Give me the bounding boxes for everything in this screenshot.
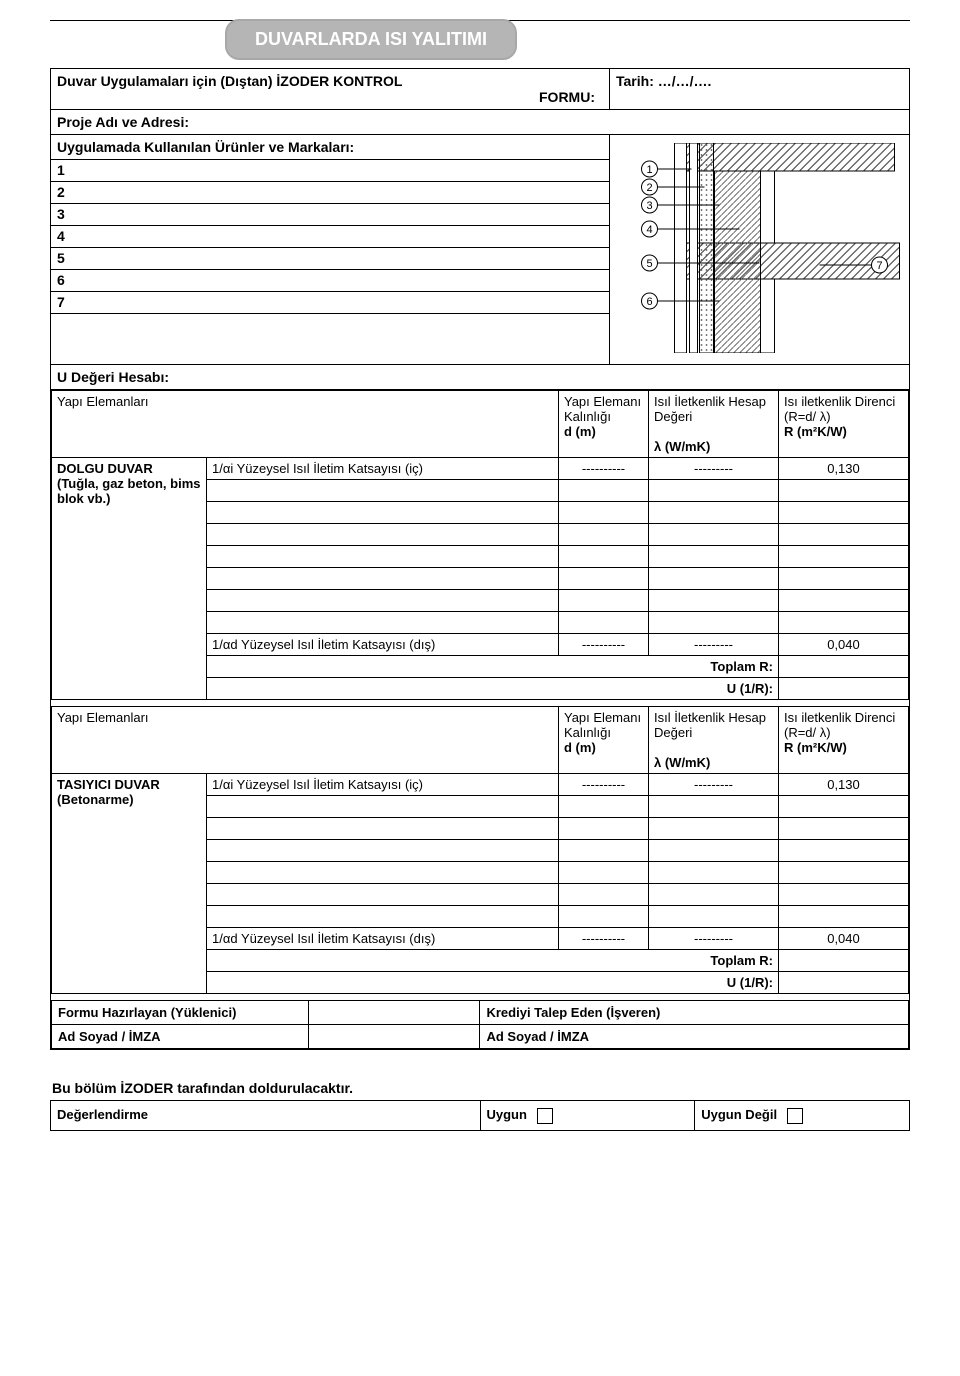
yuklenici-space[interactable] (309, 1001, 480, 1025)
col-isil-sub: λ (W/mK) (654, 755, 710, 770)
col-elemanlari: Yapı Elemanları (52, 391, 559, 458)
col-isil-label: Isıl İletkenlik Hesap Değeri (654, 710, 766, 740)
toplam-r-value[interactable] (779, 950, 909, 972)
product-item[interactable]: 6 (51, 270, 609, 292)
svg-text:5: 5 (646, 258, 652, 270)
cell-r: 0,130 (779, 458, 909, 480)
table-block2: Yapı Elemanları Yapı Elemanı Kalınlığı d… (51, 706, 909, 994)
cell-d: ---------- (559, 774, 649, 796)
cell-l: --------- (649, 774, 779, 796)
svg-text:1: 1 (646, 164, 652, 176)
svg-text:3: 3 (646, 200, 652, 212)
col-yapi-label: Yapı Elemanı Kalınlığı (564, 394, 641, 424)
col-isi-sub: R (m²K/W) (784, 740, 847, 755)
wall-diagram: 1 2 3 4 (609, 135, 909, 364)
cell-d: ---------- (559, 928, 649, 950)
block1-label-l1: DOLGU DUVAR (57, 461, 153, 476)
cell-r: 0,130 (779, 774, 909, 796)
col-isi: Isı iletkenlik Direnci (R=d/ λ) R (m²K/W… (779, 391, 909, 458)
cell-desc: 1/αi Yüzeysel Isıl İletim Katsayısı (iç) (207, 458, 559, 480)
evaluation-table: Değerlendirme Uygun Uygun Değil (50, 1100, 910, 1131)
checkbox-uygun[interactable] (537, 1108, 553, 1124)
toplam-r-value[interactable] (779, 656, 909, 678)
col-yapi: Yapı Elemanı Kalınlığı d (m) (559, 707, 649, 774)
cell-desc: 1/αd Yüzeysel Isıl İletim Katsayısı (dış… (207, 634, 559, 656)
table-row: TASIYICI DUVAR (Betonarme) 1/αi Yüzeysel… (52, 774, 909, 796)
block2-label: TASIYICI DUVAR (Betonarme) (52, 774, 207, 994)
table-block1: Yapı Elemanları Yapı Elemanı Kalınlığı d… (51, 390, 909, 700)
block2-label-l2: (Betonarme) (57, 792, 134, 807)
col-elemanlari: Yapı Elemanları (52, 707, 559, 774)
col-yapi: Yapı Elemanı Kalınlığı d (m) (559, 391, 649, 458)
cell-r: 0,040 (779, 634, 909, 656)
block1-label-l2: (Tuğla, gaz beton, bims blok vb.) (57, 476, 200, 506)
imza-space-left[interactable] (309, 1025, 480, 1049)
cell-desc: 1/αi Yüzeysel Isıl İletim Katsayısı (iç) (207, 774, 559, 796)
product-item[interactable]: 3 (51, 204, 609, 226)
toplam-r-label: Toplam R: (710, 659, 773, 674)
uygun-degil-cell[interactable]: Uygun Değil (695, 1101, 910, 1131)
cell-d: ---------- (559, 458, 649, 480)
block2-label-l1: TASIYICI DUVAR (57, 777, 160, 792)
products-label: Uygulamada Kullanılan Ürünler ve Markala… (51, 135, 609, 160)
cell-l: --------- (649, 928, 779, 950)
u1r-label: U (1/R): (727, 681, 773, 696)
product-item[interactable]: 2 (51, 182, 609, 204)
product-item[interactable]: 5 (51, 248, 609, 270)
col-isil: Isıl İletkenlik Hesap Değeri λ (W/mK) (649, 391, 779, 458)
col-isi-label: Isı iletkenlik Direnci (R=d/ λ) (784, 710, 895, 740)
date-field[interactable]: Tarih: …/…/…. (609, 69, 909, 109)
degerlendirme-label: Değerlendirme (51, 1101, 481, 1131)
u1r-value[interactable] (779, 678, 909, 700)
imza-label-right: Ad Soyad / İMZA (480, 1025, 909, 1049)
project-label: Proje Adı ve Adresi: (51, 110, 909, 135)
isveren-label: Krediyi Talep Eden (İşveren) (480, 1001, 909, 1025)
col-yapi-label: Yapı Elemanı Kalınlığı (564, 710, 641, 740)
table-row: DOLGU DUVAR (Tuğla, gaz beton, bims blok… (52, 458, 909, 480)
u1r-label: U (1/R): (727, 975, 773, 990)
col-isi: Isı iletkenlik Direnci (R=d/ λ) R (m²K/W… (779, 707, 909, 774)
product-item[interactable]: 1 (51, 160, 609, 182)
svg-text:4: 4 (646, 224, 652, 236)
u1r-value[interactable] (779, 972, 909, 994)
col-isil: Isıl İletkenlik Hesap Değeri λ (W/mK) (649, 707, 779, 774)
svg-text:6: 6 (646, 296, 652, 308)
yuklenici-label: Formu Hazırlayan (Yüklenici) (52, 1001, 309, 1025)
col-yapi-sub: d (m) (564, 740, 596, 755)
product-item[interactable]: 7 (51, 292, 609, 314)
form-title-line2: FORMU: (57, 89, 603, 105)
u-value-section-title: U Değeri Hesabı: (51, 364, 909, 390)
svg-text:2: 2 (646, 182, 652, 194)
product-item[interactable]: 4 (51, 226, 609, 248)
col-yapi-sub: d (m) (564, 424, 596, 439)
cell-r: 0,040 (779, 928, 909, 950)
form-container: Duvar Uygulamaları için (Dıştan) İZODER … (50, 68, 910, 1050)
col-isi-sub: R (m²K/W) (784, 424, 847, 439)
uygun-degil-label: Uygun Değil (701, 1107, 777, 1122)
cell-l: --------- (649, 458, 779, 480)
izoder-note: Bu bölüm İZODER tarafından doldurulacakt… (50, 1076, 910, 1100)
uygun-label: Uygun (487, 1107, 527, 1122)
svg-text:7: 7 (876, 260, 882, 272)
checkbox-uygun-degil[interactable] (787, 1108, 803, 1124)
block1-label: DOLGU DUVAR (Tuğla, gaz beton, bims blok… (52, 458, 207, 700)
toplam-r-label: Toplam R: (710, 953, 773, 968)
col-isil-label: Isıl İletkenlik Hesap Değeri (654, 394, 766, 424)
cell-l: --------- (649, 634, 779, 656)
form-title-line1: Duvar Uygulamaları için (Dıştan) İZODER … (57, 73, 603, 89)
col-isil-sub: λ (W/mK) (654, 439, 710, 454)
cell-desc: 1/αd Yüzeysel Isıl İletim Katsayısı (dış… (207, 928, 559, 950)
cell-d: ---------- (559, 634, 649, 656)
uygun-cell[interactable]: Uygun (480, 1101, 695, 1131)
imza-label-left: Ad Soyad / İMZA (52, 1025, 309, 1049)
page-title-box: DUVARLARDA ISI YALITIMI (225, 19, 517, 60)
signature-table: Formu Hazırlayan (Yüklenici) Krediyi Tal… (51, 1000, 909, 1049)
col-isi-label: Isı iletkenlik Direnci (R=d/ λ) (784, 394, 895, 424)
form-title: Duvar Uygulamaları için (Dıştan) İZODER … (51, 69, 609, 109)
